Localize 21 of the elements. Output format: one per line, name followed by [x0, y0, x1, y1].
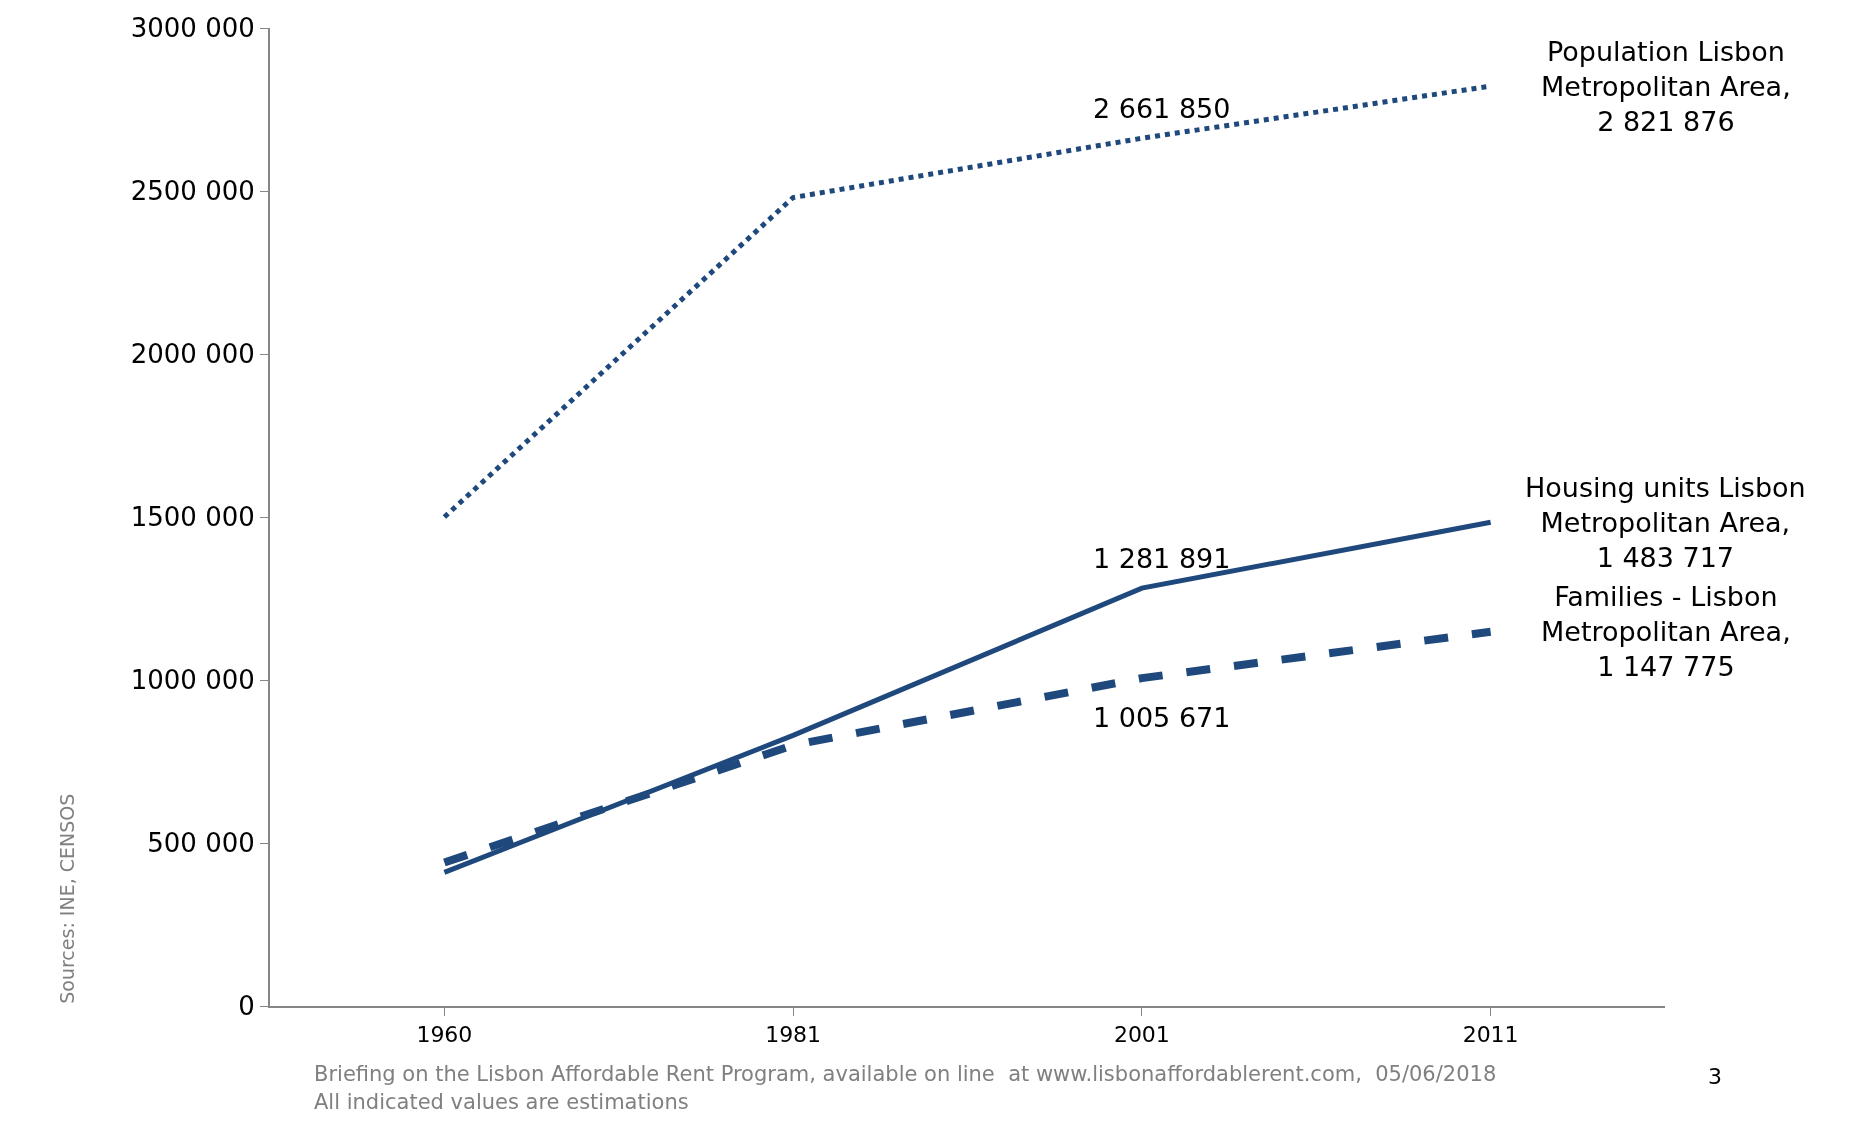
y-tick-label: 2500 000 — [130, 176, 255, 207]
annotation: Housing units Lisbon Metropolitan Area, 1 483 717 — [1525, 472, 1806, 574]
annotation: Families - Lisbon Metropolitan Area, 1 147 775 — [1541, 581, 1791, 683]
y-tick-label: 1000 000 — [130, 665, 255, 696]
x-tick-label: 2001 — [1113, 1022, 1170, 1048]
text: All indicated values are estimations — [314, 1090, 689, 1114]
y-tick-label: 1500 000 — [130, 502, 255, 533]
data-label: 2 661 850 — [1093, 93, 1231, 124]
data-label: 1 281 891 — [1093, 543, 1231, 574]
text: 3 — [1708, 1064, 1722, 1089]
y-tick-label: 0 — [238, 991, 255, 1022]
x-tick-label: 1981 — [765, 1022, 822, 1048]
y-tick-label: 2000 000 — [130, 339, 255, 370]
x-tick-label: 2011 — [1462, 1022, 1519, 1048]
x-tick-label: 1960 — [416, 1022, 473, 1048]
text: Briefing on the Lisbon Affordable Rent Program, available on line at www.lisbonaffordablerent.com, 05/06/2018 — [314, 1062, 1497, 1086]
y-tick-label: 500 000 — [147, 828, 255, 859]
data-label: 1 005 671 — [1093, 702, 1231, 733]
source-note: Sources: INE, CENSOS — [55, 793, 78, 1004]
y-tick-label: 3000 000 — [130, 13, 255, 44]
annotation: Population Lisbon Metropolitan Area, 2 821 876 — [1541, 36, 1791, 138]
